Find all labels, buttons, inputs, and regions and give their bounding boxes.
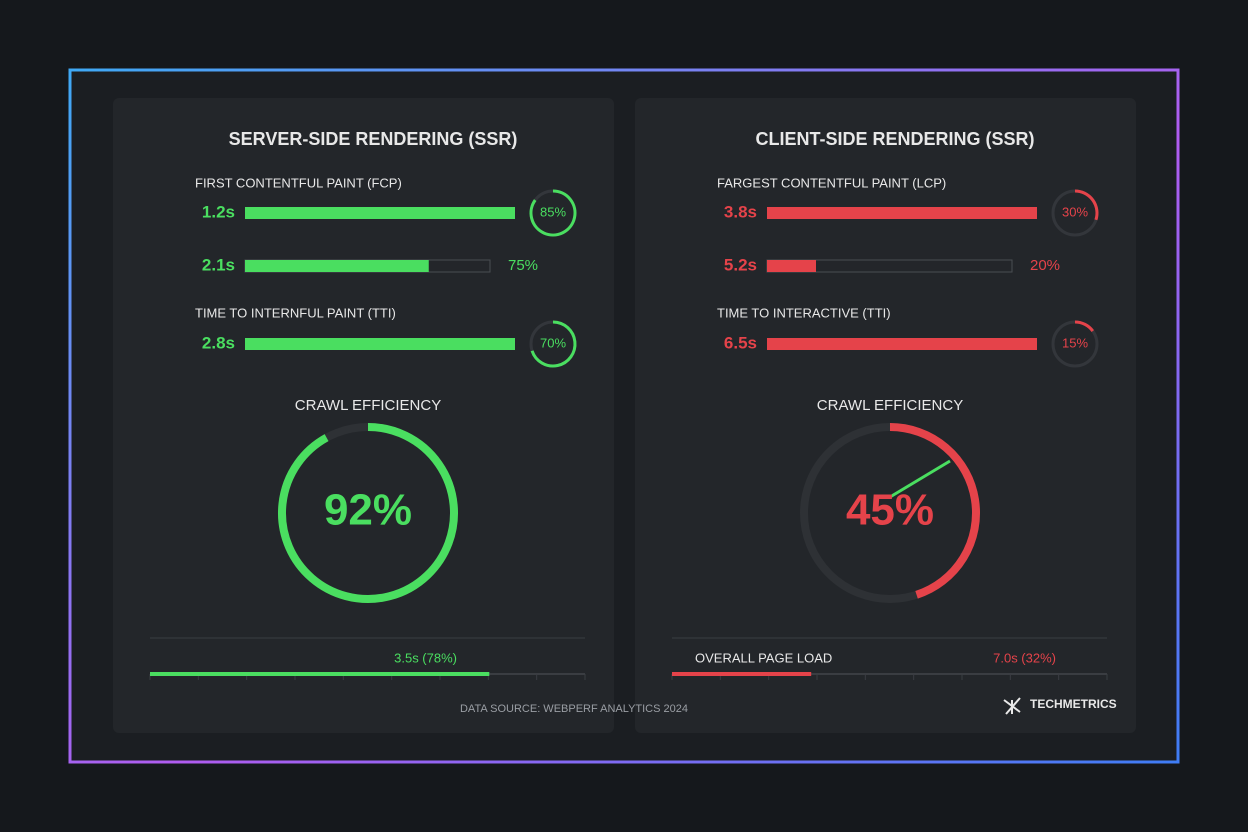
ring-arc bbox=[530, 320, 577, 368]
brand-icon bbox=[1003, 697, 1021, 715]
gauge-needle bbox=[889, 459, 951, 499]
ring-arc bbox=[1074, 320, 1095, 333]
metric-label: TIME TO INTERACTIVE (TTI) bbox=[717, 305, 891, 320]
metric-label: TIME TO INTERNFUL PAINT (TTI) bbox=[195, 305, 396, 320]
panel-bg bbox=[113, 98, 614, 733]
gauge-arc bbox=[889, 423, 980, 599]
metric-time: 2.8s bbox=[202, 333, 235, 352]
metric-bar bbox=[245, 338, 515, 350]
crawl-label: CRAWL EFFICIENCY bbox=[817, 397, 963, 414]
panel-title: CLIENT-SIDE RENDERING (SSR) bbox=[755, 129, 1034, 149]
ring-label: 70% bbox=[540, 335, 566, 350]
load-bar bbox=[672, 672, 812, 676]
panel-bg bbox=[635, 98, 1136, 733]
metric-time: 3.8s bbox=[724, 202, 757, 221]
metric-bar bbox=[767, 338, 1037, 350]
load-label: OVERALL PAGE LOAD bbox=[695, 650, 832, 665]
ring-label: 85% bbox=[540, 204, 566, 219]
metric-bar bbox=[245, 207, 515, 219]
metric-percent: 20% bbox=[1030, 257, 1060, 274]
metric-label: FIRST CONTENTFUL PAINT (FCP) bbox=[195, 175, 402, 190]
ring-label: 30% bbox=[1062, 204, 1088, 219]
metric-time: 5.2s bbox=[724, 255, 757, 274]
metric-bar bbox=[767, 260, 816, 272]
metric-time: 2.1s bbox=[202, 255, 235, 274]
load-value: 3.5s (78%) bbox=[394, 650, 457, 665]
load-bar bbox=[150, 672, 490, 676]
gauge-value: 92% bbox=[324, 486, 412, 535]
panel-title: SERVER-SIDE RENDERING (SSR) bbox=[229, 129, 518, 149]
footer-source: DATA SOURCE: WEBPERF ANALYTICS 2024 bbox=[460, 703, 688, 715]
metric-label: FARGEST CONTENTFUL PAINT (LCP) bbox=[717, 175, 946, 190]
ring-arc bbox=[1074, 189, 1099, 221]
ring-arc bbox=[529, 189, 577, 237]
gauge-arc bbox=[278, 423, 458, 603]
metric-bar bbox=[245, 260, 429, 272]
ring-label: 15% bbox=[1062, 335, 1088, 350]
crawl-label: CRAWL EFFICIENCY bbox=[295, 397, 441, 414]
footer-brand: TECHMETRICS bbox=[1030, 697, 1117, 711]
metric-time: 1.2s bbox=[202, 202, 235, 221]
gauge-value: 45% bbox=[846, 486, 934, 535]
load-value: 7.0s (32%) bbox=[993, 650, 1056, 665]
metric-time: 6.5s bbox=[724, 333, 757, 352]
metric-bar bbox=[767, 207, 1037, 219]
metric-percent: 75% bbox=[508, 257, 538, 274]
